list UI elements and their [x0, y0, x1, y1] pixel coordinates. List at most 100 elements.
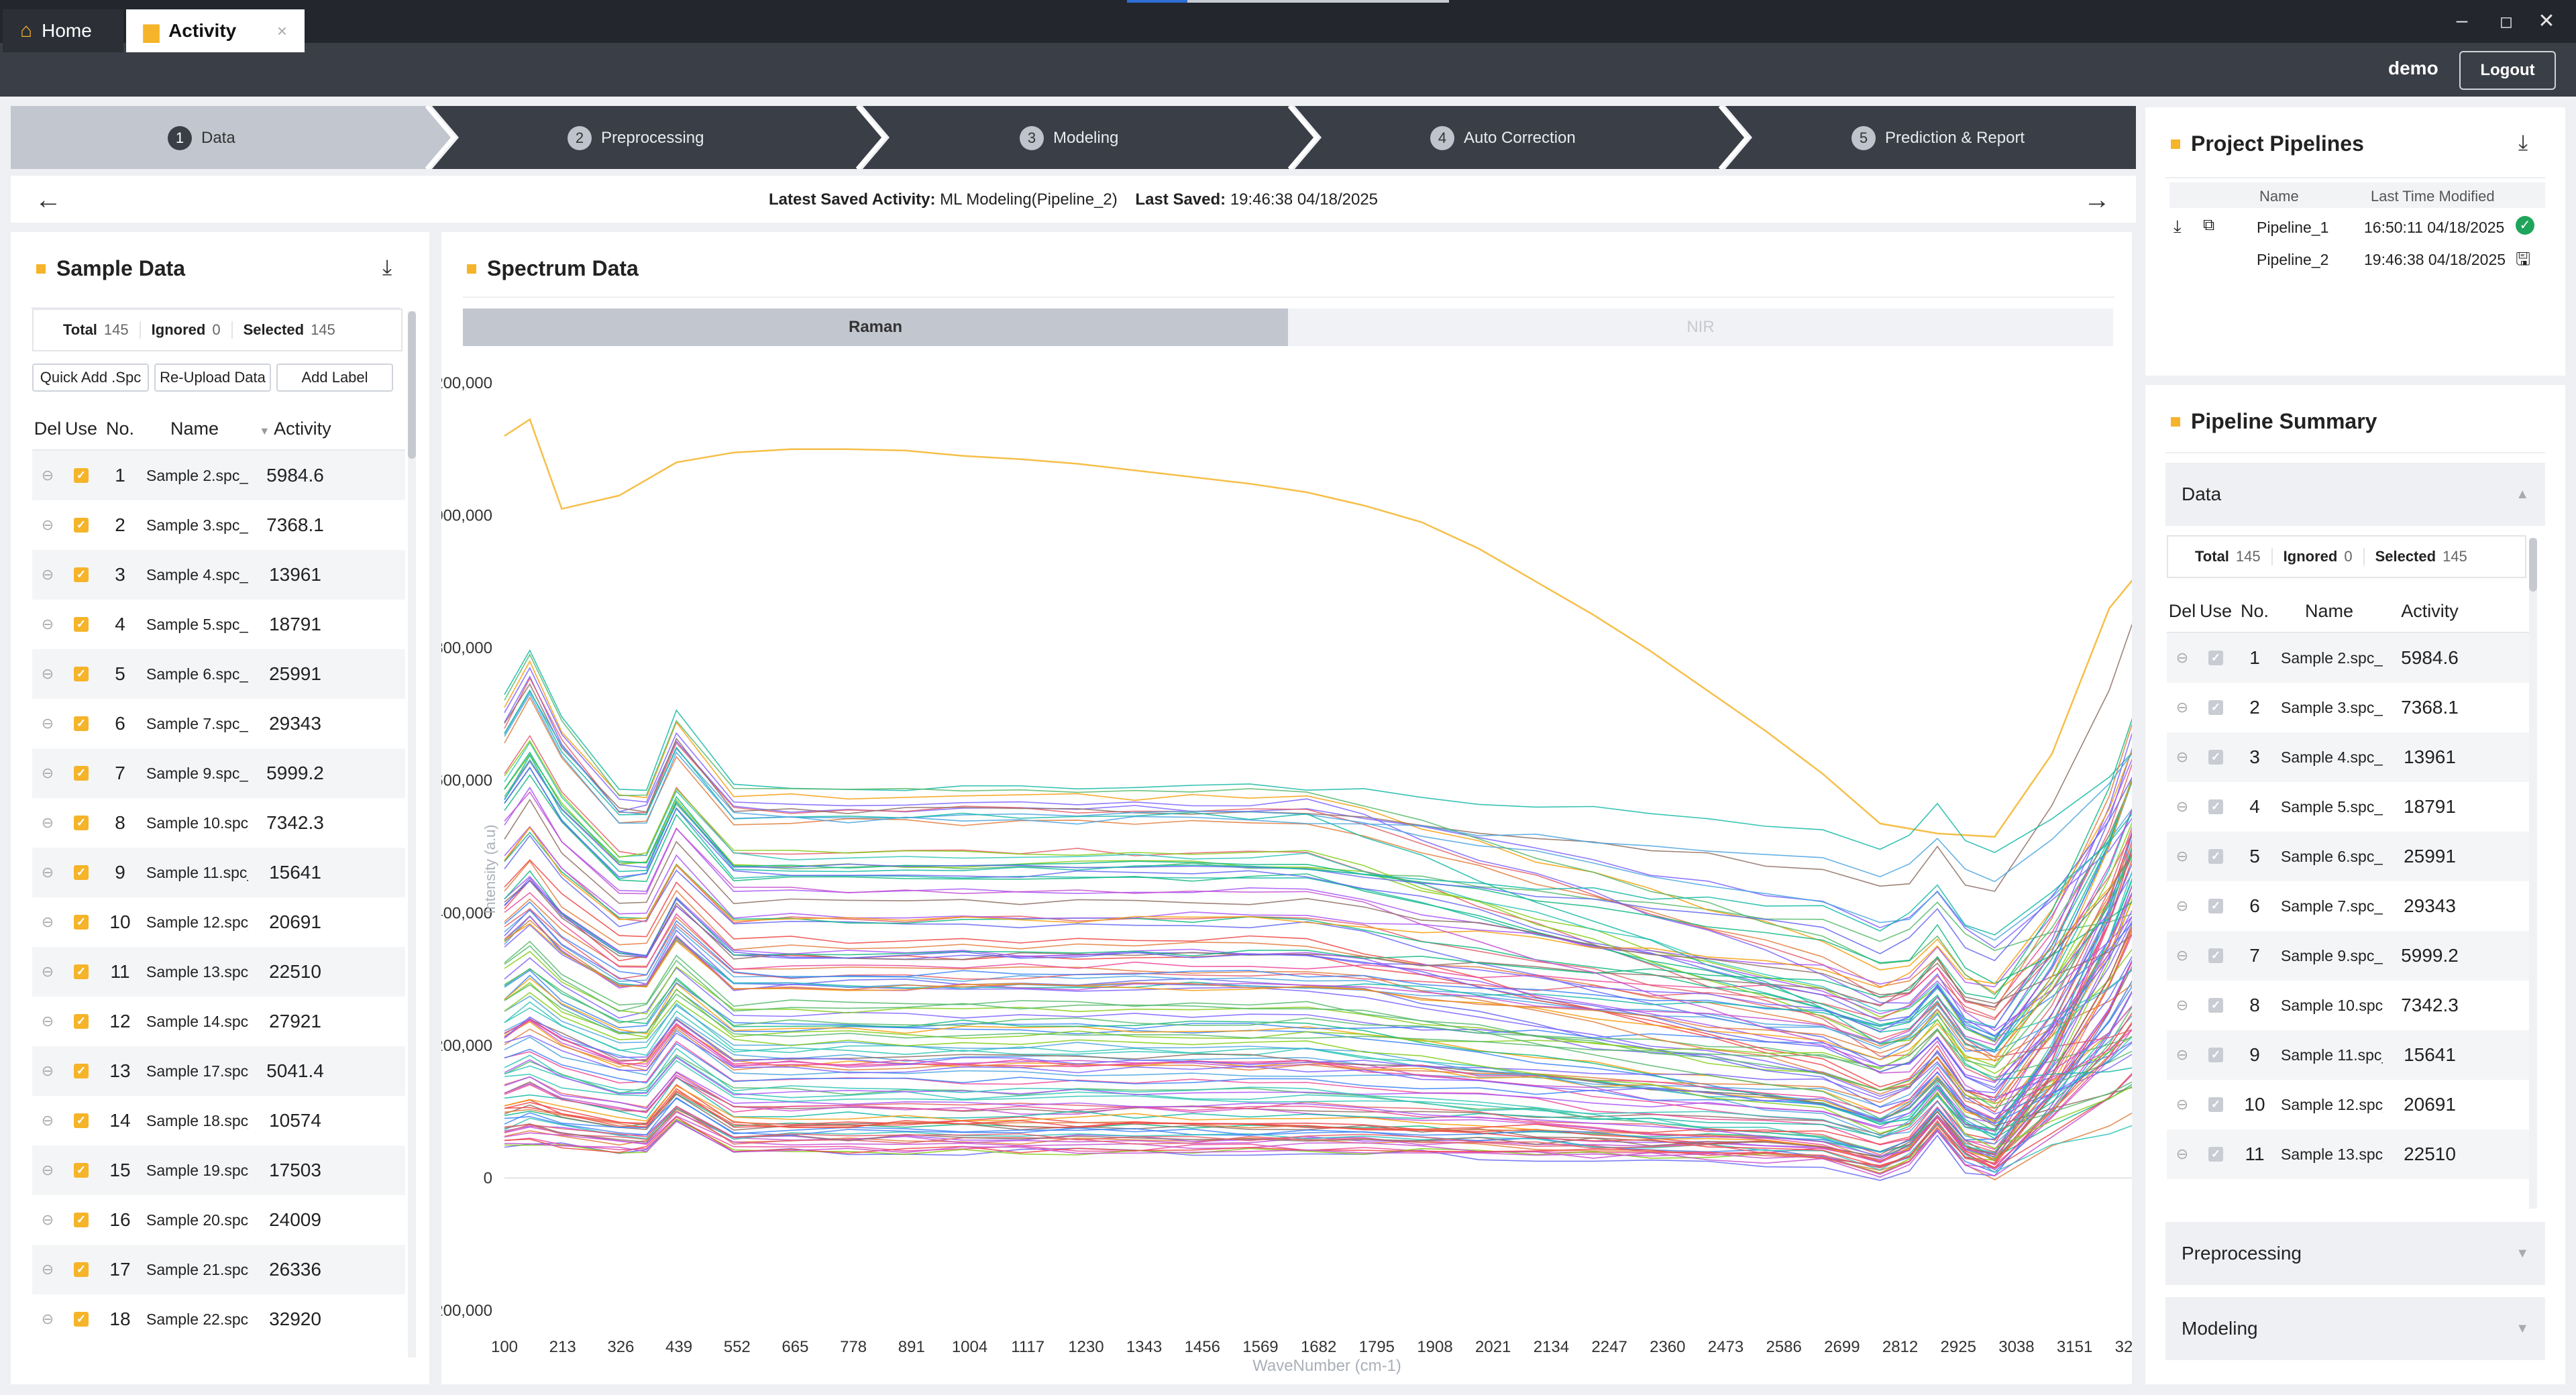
delete-icon[interactable]: ⊖	[41, 913, 54, 930]
table-row[interactable]: ⊖ ✓ 6 Sample 7.spc_0 29343	[32, 699, 405, 748]
table-row[interactable]: ⊖ ✓ 14 Sample 18.spc_0 10574	[32, 1096, 405, 1146]
use-checkbox[interactable]: ✓	[63, 1213, 99, 1227]
table-row[interactable]: ⊖ ✓ 17 Sample 21.spc_0 26336	[32, 1245, 405, 1294]
table-row[interactable]: ⊖ ✓ 6 Sample 7.spc_0 29343	[2167, 881, 2529, 931]
use-checkbox[interactable]: ✓	[63, 468, 99, 483]
back-arrow-icon[interactable]: ←	[35, 185, 62, 215]
use-checkbox[interactable]: ✓	[63, 518, 99, 533]
delete-icon[interactable]: ⊖	[2176, 649, 2189, 666]
step-preprocessing[interactable]: 2 Preprocessing	[568, 125, 704, 152]
use-checkbox[interactable]: ✓	[2198, 899, 2234, 913]
delete-icon[interactable]: ⊖	[2176, 897, 2189, 914]
download-icon[interactable]: ⤓	[2174, 216, 2182, 236]
table-row[interactable]: ⊖ ✓ 10 Sample 12.spc_0 20691	[32, 897, 405, 947]
delete-icon[interactable]: ⊖	[2176, 1096, 2189, 1113]
forward-arrow-icon[interactable]: →	[2084, 185, 2110, 215]
table-row[interactable]: ⊖ ✓ 4 Sample 5.spc_0 18791	[32, 600, 405, 649]
use-checkbox[interactable]: ✓	[2198, 948, 2234, 963]
delete-icon[interactable]: ⊖	[41, 1261, 54, 1278]
pipeline-row[interactable]: Pipeline_2 19:46:38 04/18/2025 🖫	[2169, 244, 2545, 275]
close-icon[interactable]: ✕	[2538, 10, 2555, 32]
delete-icon[interactable]: ⊖	[41, 963, 54, 980]
table-row[interactable]: ⊖ ✓ 13 Sample 17.spc_0 5041.4	[32, 1046, 405, 1096]
summary-data-section[interactable]: Data ▲	[2165, 463, 2545, 526]
delete-icon[interactable]: ⊖	[2176, 947, 2189, 964]
pipeline-row[interactable]: ⤓ ⧉ Pipeline_1 16:50:11 04/18/2025 ✓	[2169, 211, 2545, 241]
step-auto-correction[interactable]: 4 Auto Correction	[1430, 125, 1576, 152]
close-tab-icon[interactable]: ×	[276, 20, 287, 41]
use-checkbox[interactable]: ✓	[63, 1262, 99, 1277]
table-row[interactable]: ⊖ ✓ 7 Sample 9.spc_0 5999.2	[2167, 931, 2529, 981]
use-checkbox[interactable]: ✓	[2198, 651, 2234, 665]
table-row[interactable]: ⊖ ✓ 3 Sample 4.spc_0 13961	[32, 550, 405, 600]
step-shape-3[interactable]	[863, 106, 1316, 169]
delete-icon[interactable]: ⊖	[2176, 798, 2189, 815]
use-checkbox[interactable]: ✓	[63, 716, 99, 731]
delete-icon[interactable]: ⊖	[41, 765, 54, 781]
delete-icon[interactable]: ⊖	[2176, 1146, 2189, 1162]
table-row[interactable]: ⊖ ✓ 2 Sample 3.spc_0 7368.1	[32, 500, 405, 550]
delete-icon[interactable]: ⊖	[41, 665, 54, 682]
scrollbar[interactable]	[2529, 538, 2537, 1209]
delete-icon[interactable]: ⊖	[41, 864, 54, 881]
delete-icon[interactable]: ⊖	[41, 1310, 54, 1327]
use-checkbox[interactable]: ✓	[63, 915, 99, 930]
maximize-icon[interactable]: ◻	[2500, 13, 2513, 31]
delete-icon[interactable]: ⊖	[41, 467, 54, 484]
delete-icon[interactable]: ⊖	[41, 1211, 54, 1228]
use-checkbox[interactable]: ✓	[63, 964, 99, 979]
table-row[interactable]: ⊖ ✓ 16 Sample 20.spc_0 24009	[32, 1195, 405, 1245]
table-row[interactable]: ⊖ ✓ 2 Sample 3.spc_0 7368.1	[2167, 683, 2529, 732]
delete-icon[interactable]: ⊖	[41, 1112, 54, 1129]
table-row[interactable]: ⊖ ✓ 11 Sample 13.spc_0 22510	[2167, 1129, 2529, 1179]
step-data[interactable]: 1 Data	[168, 125, 235, 152]
mode-raman-tab[interactable]: Raman	[463, 309, 1288, 346]
step-shape-1[interactable]	[11, 106, 453, 169]
use-checkbox[interactable]: ✓	[63, 1163, 99, 1178]
use-checkbox[interactable]: ✓	[2198, 849, 2234, 864]
use-checkbox[interactable]: ✓	[2198, 1097, 2234, 1112]
table-row[interactable]: ⊖ ✓ 3 Sample 4.spc_0 13961	[2167, 732, 2529, 782]
use-checkbox[interactable]: ✓	[63, 865, 99, 880]
table-row[interactable]: ⊖ ✓ 5 Sample 6.spc_0 25991	[32, 649, 405, 699]
table-row[interactable]: ⊖ ✓ 12 Sample 14.spc_0 27921	[32, 997, 405, 1046]
sort-header[interactable]: ▼ Activity	[259, 418, 331, 439]
delete-icon[interactable]: ⊖	[2176, 848, 2189, 864]
delete-icon[interactable]: ⊖	[41, 1062, 54, 1079]
scrollbar[interactable]	[408, 311, 416, 1357]
delete-icon[interactable]: ⊖	[41, 516, 54, 533]
summary-preprocessing-section[interactable]: Preprocessing ▼	[2165, 1222, 2545, 1285]
delete-icon[interactable]: ⊖	[41, 814, 54, 831]
step-shape-2[interactable]	[432, 106, 884, 169]
table-row[interactable]: ⊖ ✓ 8 Sample 10.spc_0 7342.3	[2167, 981, 2529, 1030]
table-row[interactable]: ⊖ ✓ 7 Sample 9.spc_0 5999.2	[32, 748, 405, 798]
tab-home[interactable]: ⌂ Home	[3, 9, 123, 52]
add-label-button[interactable]: Add Label	[276, 364, 393, 392]
table-row[interactable]: ⊖ ✓ 11 Sample 13.spc_0 22510	[32, 947, 405, 997]
download-icon[interactable]: ⤓	[382, 255, 392, 279]
use-checkbox[interactable]: ✓	[2198, 1147, 2234, 1162]
tab-activity[interactable]: ▆ Activity ×	[126, 9, 305, 52]
table-row[interactable]: ⊖ ✓ 9 Sample 11.spc_0 15641	[2167, 1030, 2529, 1080]
use-checkbox[interactable]: ✓	[63, 1014, 99, 1029]
table-row[interactable]: ⊖ ✓ 1 Sample 2.spc_0 5984.6	[32, 451, 405, 500]
use-checkbox[interactable]: ✓	[63, 667, 99, 681]
use-checkbox[interactable]: ✓	[63, 766, 99, 781]
use-checkbox[interactable]: ✓	[2198, 998, 2234, 1013]
delete-icon[interactable]: ⊖	[2176, 997, 2189, 1013]
delete-icon[interactable]: ⊖	[41, 616, 54, 632]
table-row[interactable]: ⊖ ✓ 9 Sample 11.spc_0 15641	[32, 848, 405, 897]
table-row[interactable]: ⊖ ✓ 10 Sample 12.spc_0 20691	[2167, 1080, 2529, 1129]
reupload-button[interactable]: Re-Upload Data	[154, 364, 271, 392]
table-row[interactable]: ⊖ ✓ 4 Sample 5.spc_0 18791	[2167, 782, 2529, 832]
delete-icon[interactable]: ⊖	[41, 566, 54, 583]
minimize-icon[interactable]: –	[2456, 9, 2468, 32]
table-row[interactable]: ⊖ ✓ 8 Sample 10.spc_0 7342.3	[32, 798, 405, 848]
table-row[interactable]: ⊖ ✓ 18 Sample 22.spc_0 32920	[32, 1294, 405, 1344]
delete-icon[interactable]: ⊖	[41, 1013, 54, 1029]
use-checkbox[interactable]: ✓	[63, 617, 99, 632]
step-shape-4[interactable]	[1295, 106, 1747, 169]
use-checkbox[interactable]: ✓	[63, 1312, 99, 1327]
table-row[interactable]: ⊖ ✓ 15 Sample 19.spc_0 17503	[32, 1146, 405, 1195]
summary-modeling-section[interactable]: Modeling ▼	[2165, 1297, 2545, 1360]
